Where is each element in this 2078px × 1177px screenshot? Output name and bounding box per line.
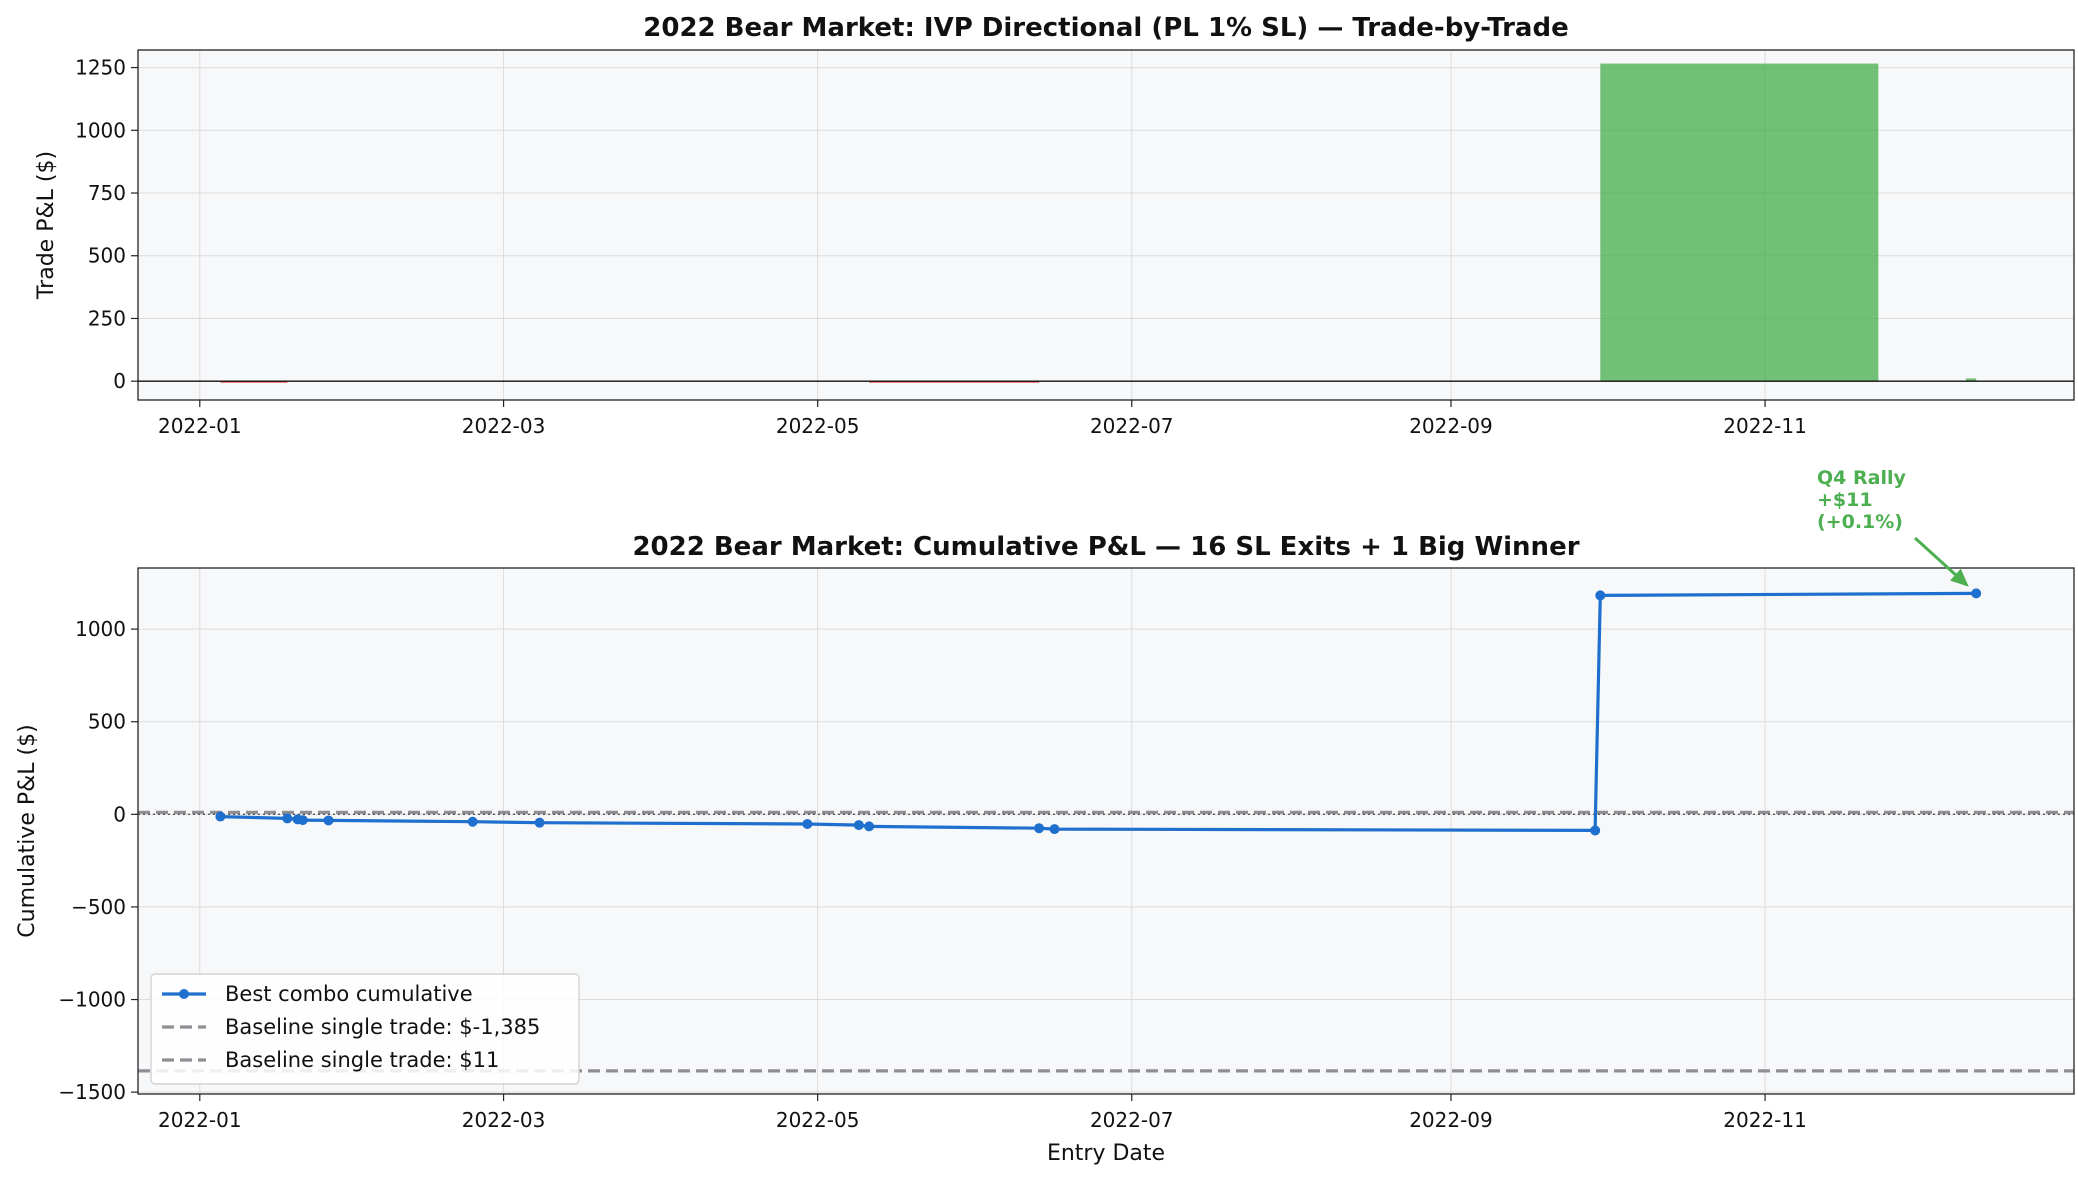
data-point: [1049, 824, 1060, 835]
q4-rally-annotation: Q4 Rally +$11 (+0.1%): [1817, 467, 1969, 587]
y-tick-label: −500: [71, 895, 126, 919]
x-axis-label: Entry Date: [1047, 1141, 1165, 1166]
legend-label: Baseline single trade: $-1,385: [225, 1015, 540, 1039]
legend-label: Baseline single trade: $11: [225, 1048, 499, 1072]
y-ticks: 0 250 500 750 1000 1250: [75, 56, 138, 393]
x-tick-label: 2022-07: [1090, 414, 1174, 438]
annotation-arrowhead: [1950, 568, 1969, 587]
data-point: [297, 815, 308, 826]
legend-entry-baseline-2: Baseline single trade: $11: [162, 1048, 499, 1072]
data-point: [215, 811, 226, 822]
bar: [1600, 63, 1879, 382]
y-tick-label: 750: [88, 181, 126, 205]
x-tick-label: 2022-09: [1409, 414, 1493, 438]
data-point: [282, 813, 293, 824]
x-ticks: 2022-01 2022-03 2022-05 2022-07 2022-09 2022-…: [158, 1094, 1807, 1132]
x-tick-label: 2022-05: [776, 1108, 860, 1132]
data-point: [534, 817, 545, 828]
data-point: [1034, 823, 1045, 834]
x-tick-label: 2022-11: [1723, 1108, 1807, 1132]
annotation-arrow: [1913, 536, 1961, 580]
y-tick-label: −1500: [58, 1080, 126, 1104]
data-point: [802, 818, 813, 829]
x-tick-label: 2022-01: [158, 414, 242, 438]
data-point: [1971, 588, 1982, 599]
series-points: [215, 588, 1982, 836]
reference-lines: [138, 810, 2074, 1073]
y-tick-label: 500: [88, 710, 126, 734]
chart-title: 2022 Bear Market: Cumulative P&L — 16 SL…: [632, 532, 1579, 562]
y-tick-label: 0: [113, 369, 126, 393]
y-axis-label: Trade P&L ($): [34, 151, 59, 300]
y-tick-label: 1000: [75, 617, 126, 641]
data-point: [467, 816, 478, 827]
legend-entry-baseline-1: Baseline single trade: $-1,385: [162, 1015, 540, 1039]
x-tick-label: 2022-07: [1090, 1108, 1174, 1132]
x-tick-label: 2022-05: [776, 414, 860, 438]
bars: [220, 63, 1977, 383]
x-tick-label: 2022-09: [1409, 1108, 1493, 1132]
plot-frame: [137, 49, 2075, 401]
annotation-line-1: Q4 Rally: [1817, 467, 1906, 489]
grid-lines: [138, 568, 2074, 1094]
y-tick-label: 250: [88, 306, 126, 330]
data-point: [853, 820, 864, 831]
legend-label: Best combo cumulative: [225, 982, 473, 1006]
annotation-line-2: +$11: [1817, 489, 1873, 511]
legend-entry-best-combo: Best combo cumulative: [162, 982, 473, 1006]
legend-marker: [179, 989, 189, 999]
y-tick-label: 0: [113, 802, 126, 826]
y-tick-label: 1000: [75, 118, 126, 142]
data-point: [323, 815, 334, 826]
data-point: [1595, 590, 1606, 601]
annotation-line-3: (+0.1%): [1817, 511, 1903, 533]
x-tick-label: 2022-01: [158, 1108, 242, 1132]
x-tick-label: 2022-03: [462, 414, 546, 438]
y-tick-label: −1000: [58, 988, 126, 1012]
y-tick-label: 500: [88, 244, 126, 268]
plot-frame: [137, 567, 2075, 1095]
y-axis-label: Cumulative P&L ($): [15, 724, 40, 937]
data-point: [1590, 825, 1601, 836]
bar: [1965, 378, 1977, 382]
bar: [220, 381, 288, 383]
x-ticks: 2022-01 2022-03 2022-05 2022-07 2022-09 2022-…: [158, 400, 1807, 438]
y-ticks: −1500 −1000 −500 0 500 1000: [58, 617, 138, 1104]
y-tick-label: 1250: [75, 56, 126, 80]
data-point: [864, 821, 875, 832]
bar: [869, 381, 1040, 383]
x-tick-label: 2022-11: [1723, 414, 1807, 438]
legend: Best combo cumulative Baseline single tr…: [150, 973, 580, 1085]
chart-title: 2022 Bear Market: IVP Directional (PL 1%…: [643, 13, 1568, 43]
trade-pnl-panel: 0 250 500 750 1000 1250 2022-01 2022-03 2022-05…: [34, 13, 2075, 438]
legend-box: [150, 973, 580, 1085]
x-tick-label: 2022-03: [462, 1108, 546, 1132]
